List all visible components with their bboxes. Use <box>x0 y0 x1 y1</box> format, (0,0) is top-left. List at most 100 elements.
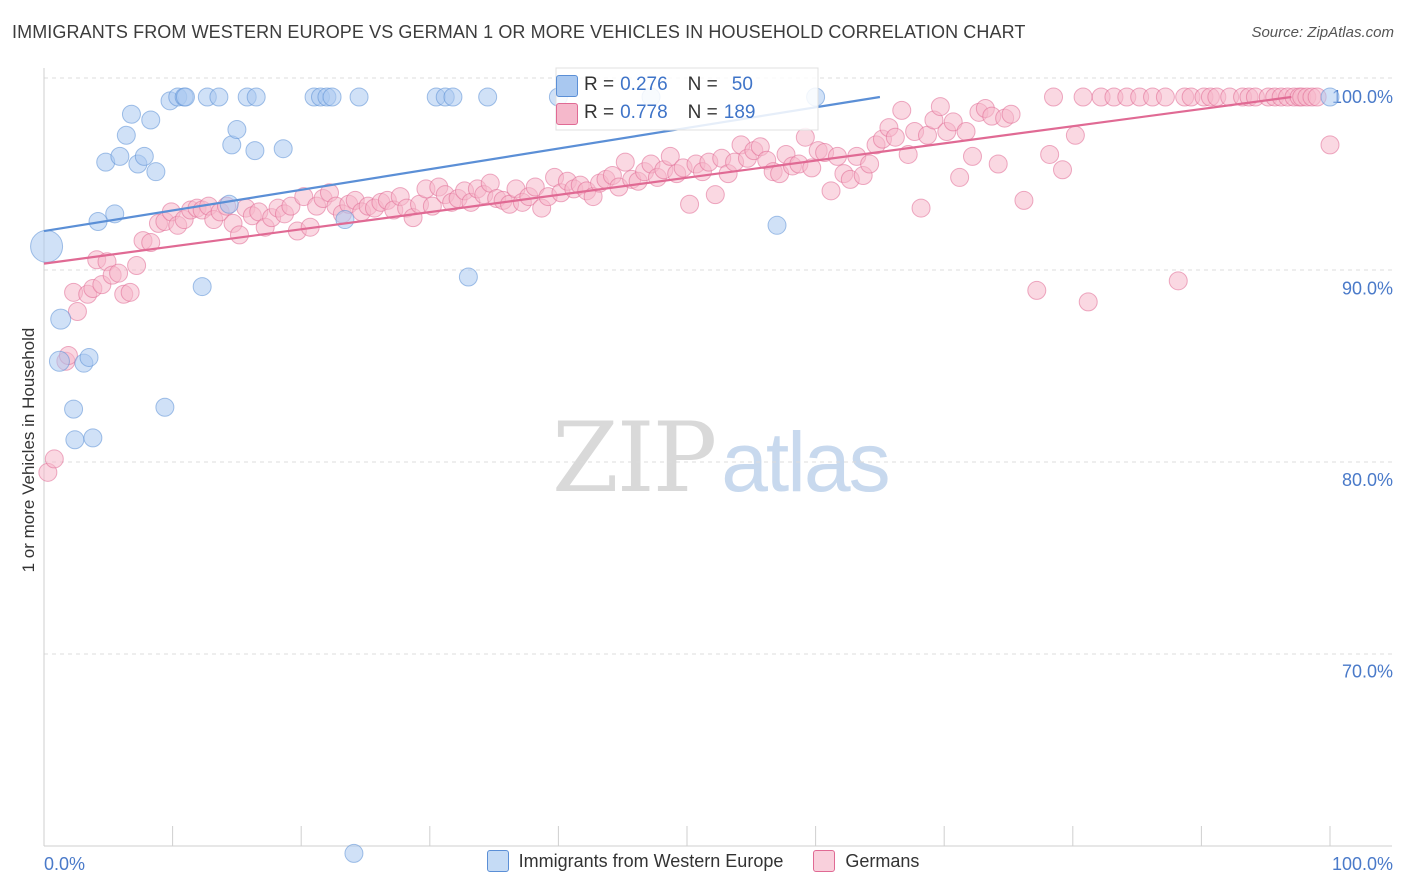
legend-item-germans[interactable]: Germans <box>813 850 919 872</box>
point-germans <box>821 181 841 201</box>
point-germans <box>1065 125 1085 145</box>
y-tick-label: 90.0% <box>1342 279 1393 299</box>
y-tick-label: 80.0% <box>1342 470 1393 490</box>
point-germans <box>281 196 301 216</box>
x-tick-label-min: 0.0% <box>44 854 85 874</box>
point-western-europe <box>227 120 247 140</box>
stats-legend: R = 0.276 N = 50 R = 0.778 N = 189 <box>556 68 818 130</box>
point-western-europe <box>64 399 84 419</box>
point-western-europe <box>65 430 85 450</box>
stats-r-label: R = <box>584 102 615 123</box>
point-germans <box>294 187 314 207</box>
stats-r-label: R = <box>584 74 615 95</box>
point-germans <box>988 154 1008 174</box>
point-western-europe <box>219 194 239 214</box>
stats-r-value: 0.276 <box>620 74 668 95</box>
point-germans <box>1014 190 1034 210</box>
stats-box-bg <box>555 67 819 131</box>
point-germans <box>956 121 976 141</box>
point-germans <box>1073 87 1093 107</box>
point-germans <box>705 185 725 205</box>
y-axis-label-wrap: 1 or more Vehicles in Household <box>16 290 42 610</box>
point-western-europe <box>134 146 154 166</box>
stats-r-value: 0.778 <box>620 102 668 123</box>
point-germans <box>127 256 147 276</box>
point-germans <box>229 225 249 245</box>
legend-label-western-europe: Immigrants from Western Europe <box>518 850 784 871</box>
point-western-europe <box>50 308 72 330</box>
trend-line-germans <box>43 95 1292 265</box>
point-western-europe <box>30 229 64 263</box>
x-tick-label-max: 100.0% <box>1332 854 1393 874</box>
point-western-europe <box>116 125 136 145</box>
point-germans <box>885 127 905 147</box>
point-germans <box>44 449 64 469</box>
legend-label-germans: Germans <box>845 850 920 871</box>
source-label: Source: ZipAtlas.com <box>1251 24 1394 41</box>
point-western-europe <box>121 104 141 124</box>
point-western-europe <box>335 210 355 230</box>
point-western-europe <box>110 146 130 166</box>
point-germans <box>898 144 918 164</box>
point-germans <box>660 146 680 166</box>
y-tick-label: 70.0% <box>1342 662 1393 682</box>
point-germans <box>1044 87 1064 107</box>
point-germans <box>680 194 700 214</box>
legend-swatch-western-europe <box>486 850 509 872</box>
point-western-europe <box>141 110 161 130</box>
point-germans <box>802 158 822 178</box>
point-western-europe <box>767 215 787 235</box>
point-western-europe <box>478 87 498 107</box>
stats-n-value: 50 <box>731 74 753 95</box>
point-western-europe <box>192 277 212 297</box>
point-western-europe <box>349 87 369 107</box>
point-germans <box>1078 292 1098 312</box>
stats-n-label: N = <box>687 74 718 95</box>
point-western-europe <box>344 843 364 863</box>
chart-title: IMMIGRANTS FROM WESTERN EUROPE VS GERMAN… <box>12 22 1026 42</box>
point-germans <box>795 127 815 147</box>
point-western-europe <box>245 141 265 161</box>
point-germans <box>860 154 880 174</box>
point-germans <box>615 152 635 172</box>
point-western-europe <box>79 347 99 367</box>
point-germans <box>109 263 129 283</box>
stats-n-value: 189 <box>723 102 756 123</box>
point-western-europe <box>246 87 266 107</box>
stats-row-western-europe: R = 0.276 N = 50 <box>556 70 753 100</box>
stats-n-label: N = <box>687 102 718 123</box>
point-germans <box>1040 144 1060 164</box>
point-germans <box>67 301 87 321</box>
point-germans <box>525 177 545 197</box>
point-germans <box>1027 280 1047 300</box>
point-germans <box>1155 87 1175 107</box>
legend-item-western-europe[interactable]: Immigrants from Western Europe <box>486 850 784 872</box>
point-germans <box>141 233 161 253</box>
legend-swatch-germans <box>813 850 836 872</box>
point-western-europe <box>458 267 478 287</box>
point-western-europe <box>155 397 175 417</box>
point-germans <box>892 100 912 120</box>
stats-swatch-germans <box>556 103 578 125</box>
point-western-europe <box>83 428 103 448</box>
point-western-europe <box>1320 87 1340 107</box>
series-legend: Immigrants from Western Europe Germans <box>0 850 1406 872</box>
point-western-europe <box>273 139 293 159</box>
stats-row-germans: R = 0.778 N = 189 <box>556 98 756 128</box>
point-germans <box>943 112 963 132</box>
point-germans <box>962 146 982 166</box>
point-germans <box>1168 271 1188 291</box>
point-germans <box>911 198 931 218</box>
point-germans <box>1001 104 1021 124</box>
point-western-europe <box>322 87 342 107</box>
point-germans <box>1053 160 1073 180</box>
point-western-europe <box>443 87 463 107</box>
point-western-europe <box>48 350 70 372</box>
y-axis-label: 1 or more Vehicles in Household <box>19 327 38 573</box>
watermark-zip: ZIP <box>552 402 717 514</box>
point-germans <box>120 282 140 302</box>
point-western-europe <box>209 87 229 107</box>
point-germans <box>1320 135 1340 155</box>
stats-swatch-western-europe <box>556 75 578 97</box>
